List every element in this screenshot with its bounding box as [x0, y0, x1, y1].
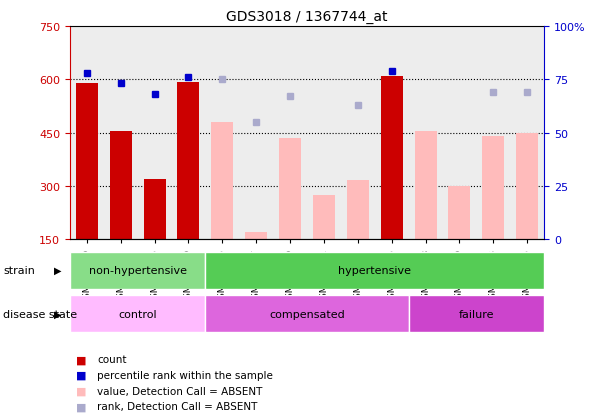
Bar: [70, 27, 104, 240]
Bar: [178, 83, 199, 240]
Bar: [482, 137, 505, 240]
Text: control: control: [119, 309, 157, 319]
Bar: [409, 27, 443, 240]
Text: value, Detection Call = ABSENT: value, Detection Call = ABSENT: [97, 386, 263, 396]
Bar: [415, 131, 437, 240]
Text: rank, Detection Call = ABSENT: rank, Detection Call = ABSENT: [97, 401, 258, 411]
Bar: [409, 295, 544, 332]
Text: ■: ■: [76, 386, 86, 396]
Text: hypertensive: hypertensive: [338, 266, 411, 275]
Text: failure: failure: [458, 309, 494, 319]
Title: GDS3018 / 1367744_at: GDS3018 / 1367744_at: [226, 10, 388, 24]
Bar: [104, 27, 137, 240]
Bar: [70, 295, 206, 332]
Bar: [443, 27, 477, 240]
Text: ▶: ▶: [54, 309, 61, 319]
Text: strain: strain: [3, 266, 35, 275]
Bar: [313, 195, 335, 240]
Text: ▶: ▶: [54, 266, 61, 275]
Bar: [477, 27, 510, 240]
Bar: [381, 76, 402, 240]
Text: ■: ■: [76, 354, 86, 364]
Bar: [171, 27, 206, 240]
Bar: [206, 252, 544, 289]
Text: disease state: disease state: [3, 309, 77, 319]
Bar: [347, 181, 369, 240]
Bar: [273, 27, 307, 240]
Bar: [516, 133, 538, 240]
Bar: [449, 186, 471, 240]
Bar: [206, 27, 240, 240]
Text: percentile rank within the sample: percentile rank within the sample: [97, 370, 273, 380]
Bar: [206, 295, 409, 332]
Text: count: count: [97, 354, 127, 364]
Bar: [76, 83, 98, 240]
Bar: [510, 27, 544, 240]
Bar: [240, 27, 273, 240]
Text: non-hypertensive: non-hypertensive: [89, 266, 187, 275]
Bar: [245, 233, 268, 240]
Bar: [143, 179, 165, 240]
Text: ■: ■: [76, 401, 86, 411]
Bar: [212, 123, 233, 240]
Bar: [109, 131, 132, 240]
Text: compensated: compensated: [269, 309, 345, 319]
Bar: [341, 27, 375, 240]
Text: ■: ■: [76, 370, 86, 380]
Bar: [137, 27, 171, 240]
Bar: [70, 252, 206, 289]
Bar: [279, 138, 301, 240]
Bar: [375, 27, 409, 240]
Bar: [307, 27, 341, 240]
